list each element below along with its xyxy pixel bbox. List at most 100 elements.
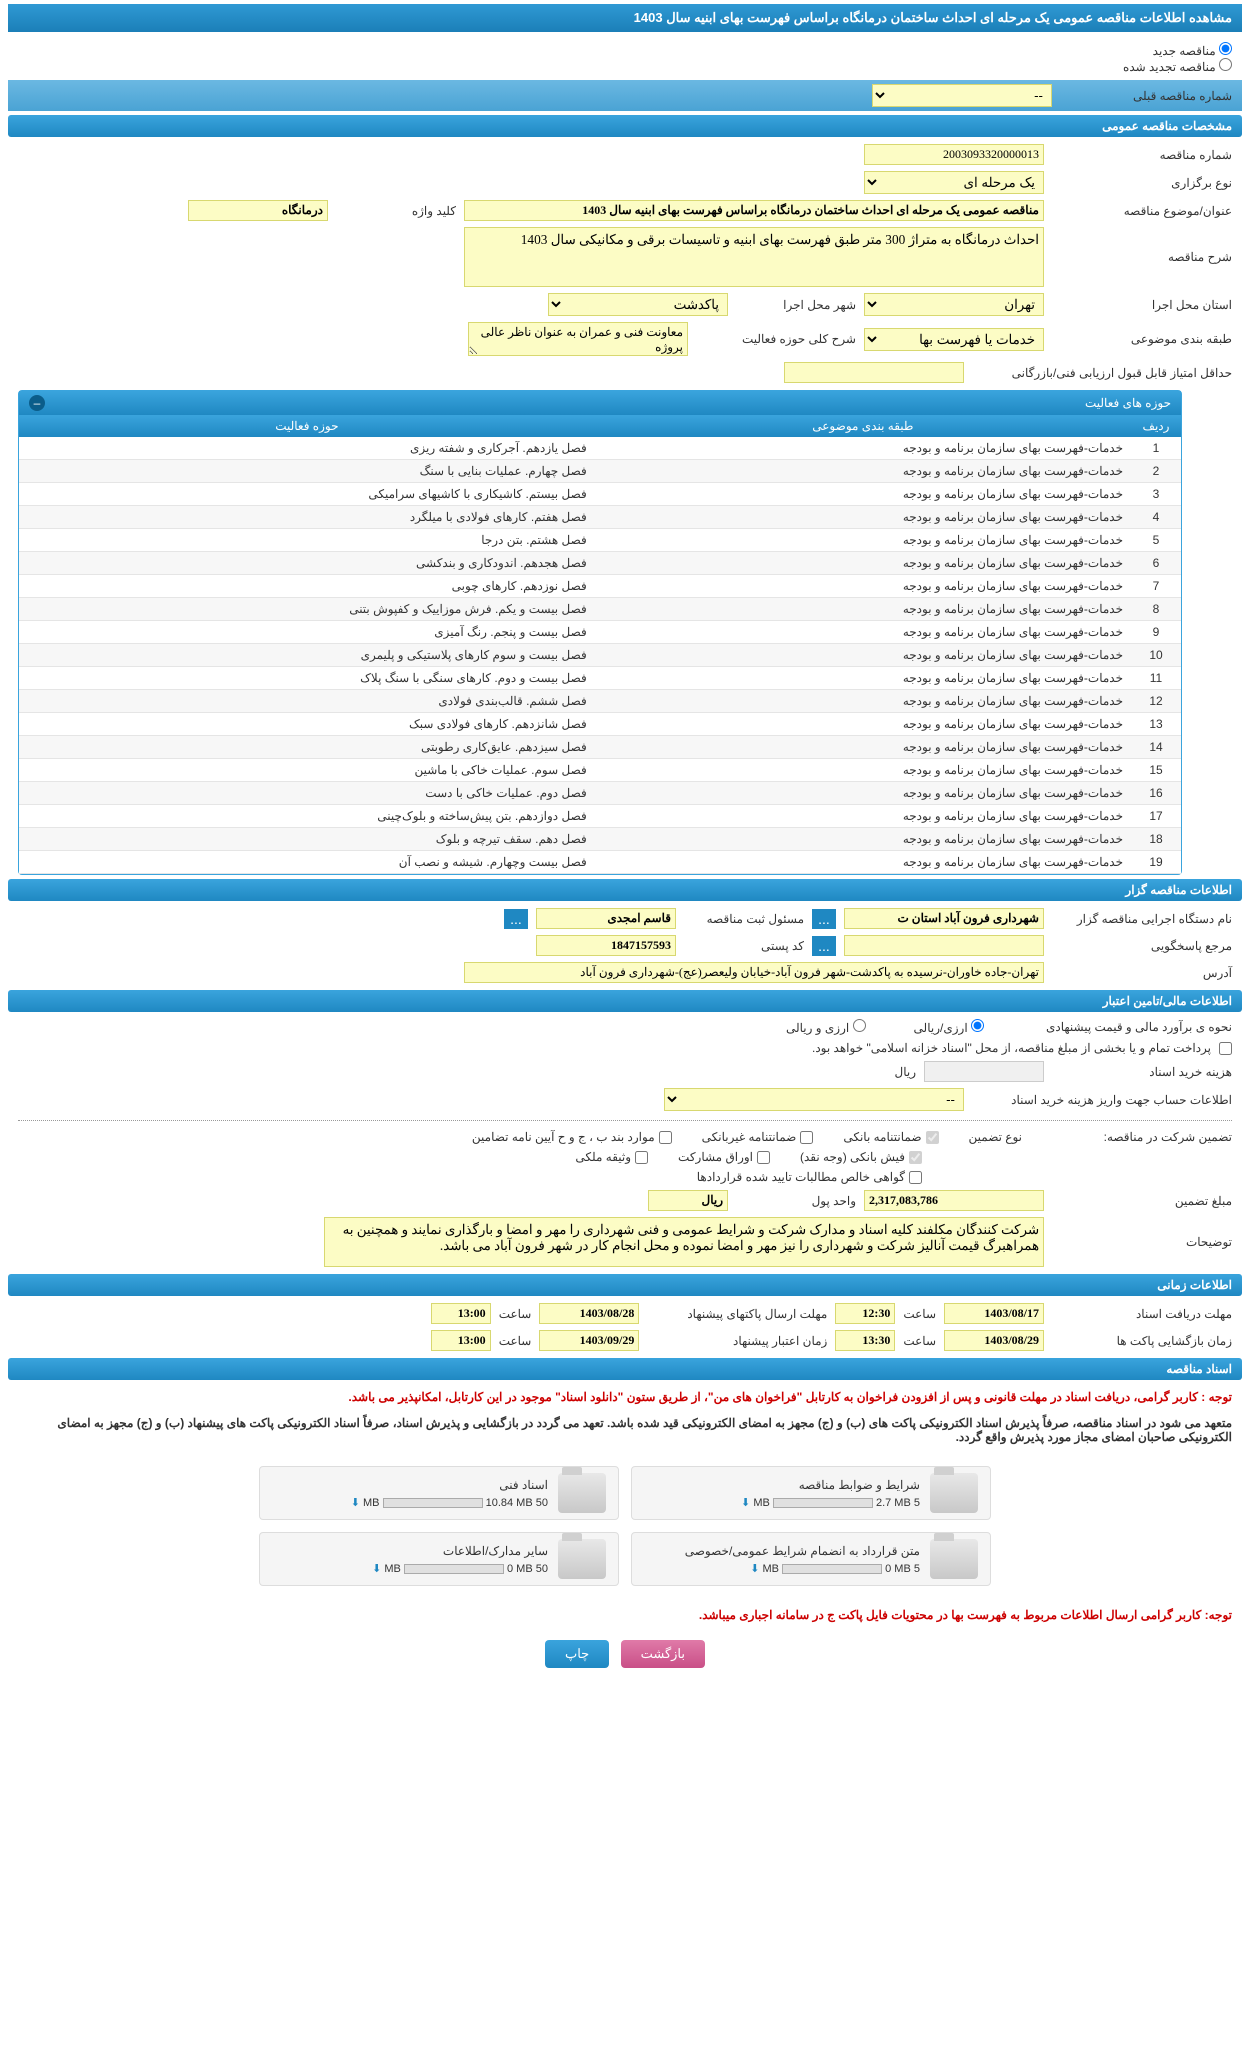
radio-renewed-label: مناقصه تجدید شده bbox=[1123, 60, 1216, 74]
section-general: مشخصات مناقصه عمومی bbox=[8, 115, 1242, 137]
open-time-input[interactable] bbox=[835, 1330, 895, 1351]
folder-icon bbox=[930, 1473, 978, 1513]
chk-bank-guarantee-label: ضمانتنامه بانکی bbox=[843, 1130, 921, 1144]
exec-lookup-button[interactable]: ... bbox=[812, 909, 836, 929]
file-name: شرایط و ضوابط مناقصه bbox=[644, 1478, 920, 1492]
validity-date-input[interactable] bbox=[539, 1330, 639, 1351]
table-row: 4خدمات-فهرست بهای سازمان برنامه و بودجهف… bbox=[19, 506, 1181, 529]
guarantee-amount-label: مبلغ تضمین bbox=[1052, 1194, 1232, 1208]
activity-panel-title: حوزه های فعالیت bbox=[1085, 396, 1171, 410]
section-documents: اسناد مناقصه bbox=[8, 1358, 1242, 1380]
radio-rial-label: ارزی/ریالی bbox=[914, 1021, 968, 1035]
file-name: متن قرارداد به انضمام شرایط عمومی/خصوصی bbox=[644, 1544, 920, 1558]
table-row: 18خدمات-فهرست بهای سازمان برنامه و بودجه… bbox=[19, 828, 1181, 851]
activity-scope-input[interactable]: معاونت فنی و عمران به عنوان ناظر عالی پر… bbox=[468, 322, 688, 356]
min-score-input[interactable] bbox=[784, 362, 964, 383]
holding-type-select[interactable]: یک مرحله ای bbox=[864, 171, 1044, 194]
province-select[interactable]: تهران bbox=[864, 293, 1044, 316]
radio-rial[interactable] bbox=[971, 1019, 984, 1032]
responsible-input[interactable] bbox=[536, 908, 676, 929]
prev-tender-label: شماره مناقصه قبلی bbox=[1052, 89, 1232, 103]
validity-label: زمان اعتبار پیشنهاد bbox=[647, 1334, 827, 1348]
submit-label: مهلت ارسال پاکتهای پیشنهاد bbox=[647, 1307, 827, 1321]
table-row: 2خدمات-فهرست بهای سازمان برنامه و بودجهف… bbox=[19, 460, 1181, 483]
print-button[interactable]: چاپ bbox=[545, 1640, 609, 1668]
folder-icon bbox=[930, 1539, 978, 1579]
radio-renewed-tender[interactable] bbox=[1219, 58, 1232, 71]
chk-net-claims[interactable] bbox=[909, 1171, 922, 1184]
keyword-input[interactable] bbox=[188, 200, 328, 221]
description-textarea[interactable]: احداث درمانگاه به متراژ 300 متر طبق فهرس… bbox=[464, 227, 1044, 287]
doc-note1: توجه : کاربر گرامی، دریافت اسناد در مهلت… bbox=[8, 1384, 1242, 1410]
tender-type-radios: مناقصه جدید مناقصه تجدید شده bbox=[8, 36, 1242, 80]
unit-input[interactable] bbox=[648, 1190, 728, 1211]
submit-time-input[interactable] bbox=[431, 1303, 491, 1324]
download-icon[interactable]: ⬇ bbox=[372, 1563, 381, 1575]
col-category: طبقه بندی موضوعی bbox=[595, 415, 1131, 437]
city-label: شهر محل اجرا bbox=[736, 298, 856, 312]
keyword-label: کلید واژه bbox=[336, 204, 456, 218]
chk-property[interactable] bbox=[635, 1151, 648, 1164]
chk-bank-receipt-label: فیش بانکی (وجه نقد) bbox=[800, 1150, 905, 1164]
radio-currency[interactable] bbox=[853, 1019, 866, 1032]
submit-date-input[interactable] bbox=[539, 1303, 639, 1324]
account-info-label: اطلاعات حساب جهت واریز هزینه خرید اسناد bbox=[972, 1093, 1232, 1107]
table-row: 16خدمات-فهرست بهای سازمان برنامه و بودجه… bbox=[19, 782, 1181, 805]
file-name: اسناد فنی bbox=[272, 1478, 548, 1492]
city-select[interactable]: پاکدشت bbox=[548, 293, 728, 316]
chk-nonbank-guarantee-label: ضمانتنامه غیربانکی bbox=[702, 1130, 797, 1144]
file-box[interactable]: اسناد فنی 50 MB 10.84 MB ⬇ bbox=[259, 1466, 619, 1520]
subject-input[interactable] bbox=[464, 200, 1044, 221]
exec-label: نام دستگاه اجرایی مناقصه گزار bbox=[1052, 912, 1232, 926]
explanation-textarea[interactable]: شرکت کنندگان مکلفند کلیه اسناد و مدارک ش… bbox=[324, 1217, 1044, 1267]
divider bbox=[18, 1120, 1232, 1121]
table-row: 7خدمات-فهرست بهای سازمان برنامه و بودجهف… bbox=[19, 575, 1181, 598]
explanation-label: توضیحات bbox=[1052, 1235, 1232, 1249]
download-icon[interactable]: ⬇ bbox=[741, 1497, 750, 1509]
chk-securities[interactable] bbox=[757, 1151, 770, 1164]
table-row: 9خدمات-فهرست بهای سازمان برنامه و بودجهف… bbox=[19, 621, 1181, 644]
responsible-lookup-button[interactable]: ... bbox=[504, 909, 528, 929]
prev-tender-select[interactable]: -- bbox=[872, 84, 1052, 107]
doc-cost-input[interactable] bbox=[924, 1061, 1044, 1082]
folder-icon bbox=[558, 1539, 606, 1579]
description-label: شرح مناقصه bbox=[1052, 250, 1232, 264]
table-row: 10خدمات-فهرست بهای سازمان برنامه و بودجه… bbox=[19, 644, 1181, 667]
file-box[interactable]: شرایط و ضوابط مناقصه 5 MB 2.7 MB ⬇ bbox=[631, 1466, 991, 1520]
chk-nonbank-guarantee[interactable] bbox=[800, 1131, 813, 1144]
download-icon[interactable]: ⬇ bbox=[351, 1497, 360, 1509]
address-input[interactable] bbox=[464, 962, 1044, 983]
table-row: 19خدمات-فهرست بهای سازمان برنامه و بودجه… bbox=[19, 851, 1181, 874]
estimate-label: نحوه ی برآورد مالی و قیمت پیشنهادی bbox=[992, 1020, 1232, 1034]
guarantee-type-label: نوع تضمین bbox=[969, 1130, 1022, 1144]
back-button[interactable]: بازگشت bbox=[621, 1640, 705, 1668]
contact-input[interactable] bbox=[844, 935, 1044, 956]
validity-time-input[interactable] bbox=[431, 1330, 491, 1351]
responsible-label: مسئول ثبت مناقصه bbox=[684, 912, 804, 926]
category-select[interactable]: خدمات یا فهرست بها bbox=[864, 328, 1044, 351]
table-row: 12خدمات-فهرست بهای سازمان برنامه و بودجه… bbox=[19, 690, 1181, 713]
guarantee-amount-input[interactable] bbox=[864, 1190, 1044, 1211]
chk-bank-guarantee[interactable] bbox=[926, 1131, 939, 1144]
prev-tender-row: شماره مناقصه قبلی -- bbox=[8, 80, 1242, 111]
table-row: 6خدمات-فهرست بهای سازمان برنامه و بودجهف… bbox=[19, 552, 1181, 575]
postal-input[interactable] bbox=[536, 935, 676, 956]
treasury-checkbox[interactable] bbox=[1219, 1042, 1232, 1055]
exec-input[interactable] bbox=[844, 908, 1044, 929]
download-icon[interactable]: ⬇ bbox=[750, 1563, 759, 1575]
contact-lookup-button[interactable]: ... bbox=[812, 936, 836, 956]
file-box[interactable]: سایر مدارک/اطلاعات 50 MB 0 MB ⬇ bbox=[259, 1532, 619, 1586]
chk-clause[interactable] bbox=[659, 1131, 672, 1144]
radio-new-tender[interactable] bbox=[1219, 42, 1232, 55]
account-select[interactable]: -- bbox=[664, 1088, 964, 1111]
tender-number-input[interactable] bbox=[864, 144, 1044, 165]
receive-time-input[interactable] bbox=[835, 1303, 895, 1324]
receive-date-input[interactable] bbox=[944, 1303, 1044, 1324]
file-box[interactable]: متن قرارداد به انضمام شرایط عمومی/خصوصی … bbox=[631, 1532, 991, 1586]
table-row: 17خدمات-فهرست بهای سازمان برنامه و بودجه… bbox=[19, 805, 1181, 828]
collapse-icon[interactable]: – bbox=[29, 395, 45, 411]
doc-note2: متعهد می شود در اسناد مناقصه، صرفاً پذیر… bbox=[8, 1410, 1242, 1450]
open-date-input[interactable] bbox=[944, 1330, 1044, 1351]
chk-bank-receipt[interactable] bbox=[909, 1151, 922, 1164]
col-row: ردیف bbox=[1131, 415, 1181, 437]
